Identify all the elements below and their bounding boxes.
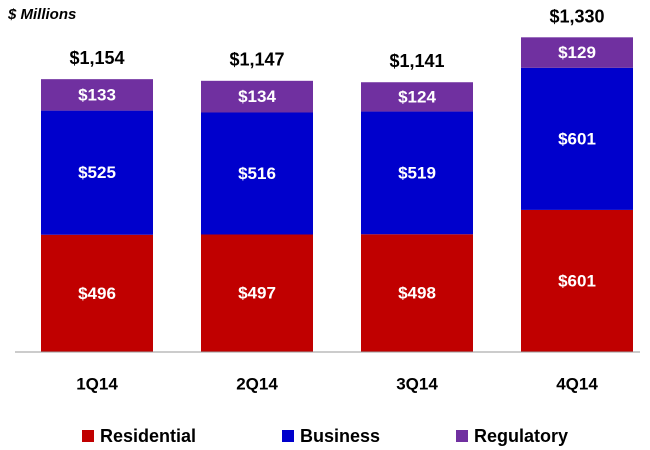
total-label: $1,141 [389, 51, 444, 71]
bar-segment [521, 209, 633, 352]
value-label: $601 [558, 129, 596, 148]
total-label: $1,147 [229, 50, 284, 70]
bar-segment [41, 234, 153, 352]
legend-swatch [282, 430, 294, 442]
value-label: $601 [558, 271, 596, 290]
bar-segment [201, 112, 313, 235]
x-tick-label: 3Q14 [396, 374, 438, 393]
legend-label: Regulatory [474, 426, 568, 446]
value-label: $129 [558, 43, 596, 62]
value-label: $124 [398, 87, 436, 106]
chart-subtitle: $ Millions [7, 6, 76, 23]
legend-swatch [82, 430, 94, 442]
value-label: $519 [398, 163, 436, 182]
bar-segment [361, 82, 473, 112]
bar-segment [521, 37, 633, 68]
legend-label: Residential [100, 426, 196, 446]
legend-label: Business [300, 426, 380, 446]
bar-segment [361, 111, 473, 235]
value-label: $497 [238, 284, 276, 303]
bar-segment [361, 234, 473, 352]
value-label: $498 [398, 284, 436, 303]
total-label: $1,330 [549, 6, 604, 26]
value-label: $133 [78, 85, 116, 104]
bar-segment [201, 80, 313, 113]
bar-segment [41, 79, 153, 111]
value-label: $496 [78, 284, 116, 303]
legend-swatch [456, 430, 468, 442]
x-tick-label: 4Q14 [556, 374, 598, 393]
bar-segment [201, 234, 313, 352]
value-label: $525 [78, 163, 116, 182]
x-tick-label: 1Q14 [76, 374, 118, 393]
bar-segment [521, 67, 633, 210]
value-label: $134 [238, 87, 276, 106]
value-label: $516 [238, 164, 276, 183]
total-label: $1,154 [69, 48, 124, 68]
x-tick-label: 2Q14 [236, 374, 278, 393]
bar-segment [41, 110, 153, 235]
